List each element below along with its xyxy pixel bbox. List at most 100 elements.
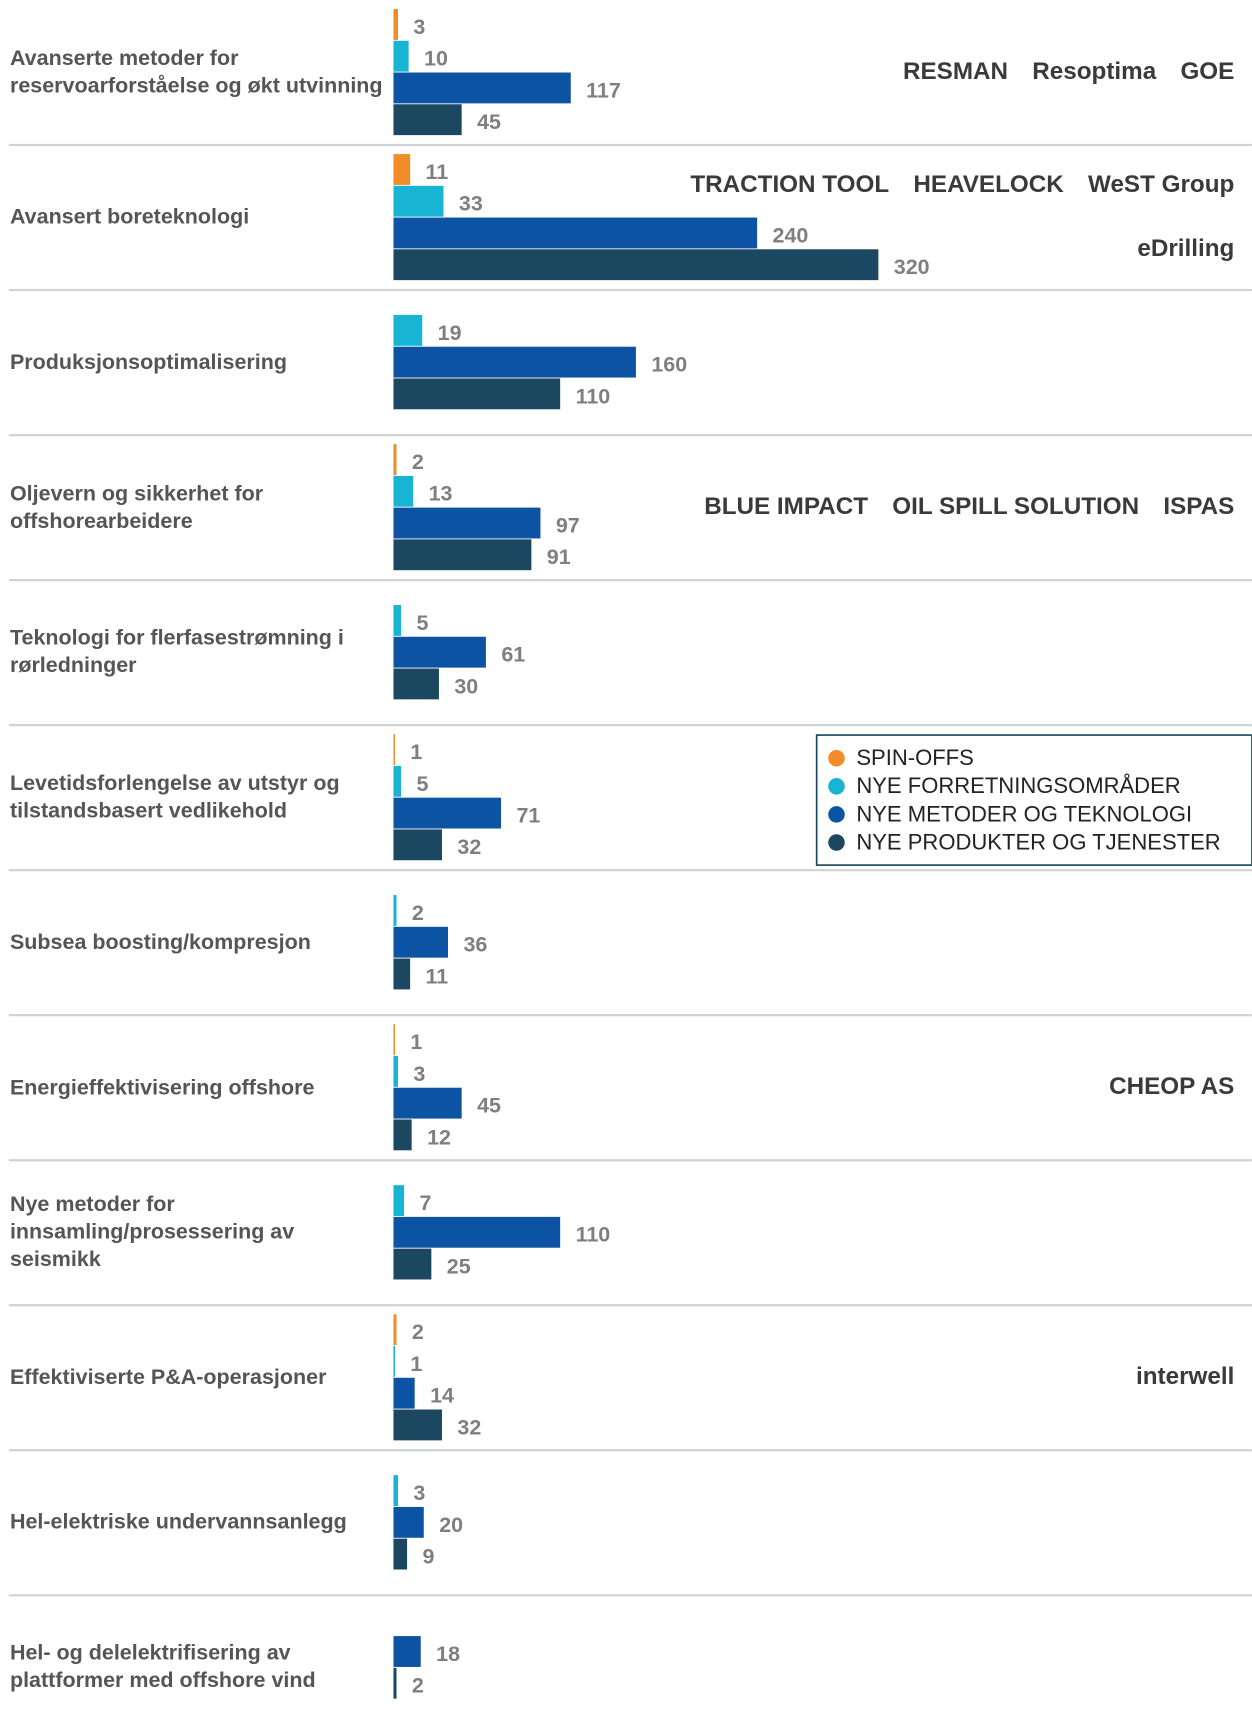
value-label: 20 <box>439 1513 463 1537</box>
category-label-box: Avansert boreteknologi <box>10 162 385 272</box>
value-label: 320 <box>894 255 930 279</box>
legend-label: SPIN-OFFS <box>856 745 974 770</box>
logo-text: Resoptima <box>1032 58 1156 85</box>
bar <box>393 347 635 378</box>
bar <box>393 154 410 185</box>
value-label: 71 <box>516 804 540 828</box>
value-label: 110 <box>576 384 611 408</box>
legend-label: NYE METODER OG TEKNOLOGI <box>856 801 1192 826</box>
value-label: 45 <box>477 110 501 134</box>
bar <box>393 1314 396 1345</box>
chart: Avanserte metoder for reservoarforståels… <box>0 0 1252 1728</box>
value-label: 45 <box>477 1094 501 1118</box>
bar <box>393 1056 398 1087</box>
value-label: 61 <box>501 643 525 667</box>
value-label: 13 <box>429 482 453 506</box>
logo-text: BLUE IMPACT <box>704 493 868 520</box>
category-label: Teknologi for flerfasestrømning i rørled… <box>10 598 385 708</box>
value-label: 117 <box>586 78 621 102</box>
value-label: 9 <box>423 1545 435 1569</box>
bar <box>393 73 570 104</box>
bar <box>393 1217 560 1248</box>
logo-text: TRACTION TOOL <box>690 171 889 198</box>
bar <box>393 734 395 765</box>
category-label: Avansert boreteknologi <box>10 162 385 272</box>
legend-swatch <box>828 778 845 795</box>
category-label-box: Oljevern og sikkerhet for offshorearbeid… <box>10 452 385 562</box>
category-label: Energieffektivisering offshore <box>10 1033 385 1143</box>
category-label: Produksjonsoptimalisering <box>10 307 385 417</box>
logo-text: ISPAS <box>1163 493 1234 520</box>
value-label: 160 <box>651 353 687 377</box>
category-label-box: Teknologi for flerfasestrømning i rørled… <box>10 598 385 708</box>
value-label: 91 <box>547 545 571 569</box>
legend-swatch <box>828 750 845 767</box>
bar <box>393 637 485 668</box>
value-label: 1 <box>410 1030 422 1054</box>
legend-label: NYE FORRETNINGSOMRÅDER <box>856 773 1180 798</box>
bar <box>393 798 501 829</box>
value-label: 12 <box>427 1125 451 1149</box>
category-label-box: Nye metoder for innsamling/prosessering … <box>10 1178 385 1288</box>
bar <box>393 1249 431 1280</box>
value-label: 32 <box>457 835 481 859</box>
category-label: Hel- og delelektrifisering av plattforme… <box>10 1613 385 1723</box>
value-label: 14 <box>430 1384 454 1408</box>
logo-text: OIL SPILL SOLUTION <box>892 493 1139 520</box>
value-label: 2 <box>412 1320 424 1344</box>
category-label-box: Hel- og delelektrifisering av plattforme… <box>10 1613 385 1723</box>
value-label: 11 <box>426 160 449 184</box>
value-label: 240 <box>773 223 809 247</box>
category-label: Avanserte metoder for reservoarforståels… <box>10 17 385 127</box>
category-label: Hel-elektriske undervannsanlegg <box>10 1468 385 1578</box>
bar <box>393 476 413 507</box>
bar <box>393 1119 411 1150</box>
category-label: Nye metoder for innsamling/prosessering … <box>10 1178 385 1288</box>
category-label-box: Hel-elektriske undervannsanlegg <box>10 1468 385 1578</box>
value-label: 33 <box>459 192 483 216</box>
value-label: 3 <box>413 1062 425 1086</box>
bar <box>393 1024 395 1055</box>
value-label: 1 <box>410 740 422 764</box>
bar <box>393 1378 414 1409</box>
bar <box>393 1088 461 1119</box>
bar <box>393 444 396 475</box>
value-label: 32 <box>457 1415 481 1439</box>
category-label-box: Subsea boosting/kompresjon <box>10 888 385 998</box>
logo-text: RESMAN <box>903 58 1008 85</box>
logo-text: eDrilling <box>1137 235 1234 262</box>
bar <box>393 1346 395 1377</box>
legend-label: NYE PRODUKTER OG TJENESTER <box>856 829 1220 854</box>
category-label: Subsea boosting/kompresjon <box>10 888 385 998</box>
logo-text: interwell <box>1136 1363 1234 1390</box>
bar <box>393 186 443 217</box>
value-label: 2 <box>412 901 424 925</box>
value-label: 2 <box>412 1674 424 1698</box>
bar <box>393 766 401 797</box>
value-label: 5 <box>416 772 428 796</box>
bar <box>393 1410 441 1441</box>
value-label: 18 <box>436 1642 460 1666</box>
value-label: 110 <box>576 1223 611 1247</box>
bar <box>393 605 401 636</box>
bar <box>393 249 878 280</box>
category-label-box: Effektiviserte P&A-operasjoner <box>10 1323 385 1433</box>
bar <box>393 1539 407 1570</box>
value-label: 97 <box>556 513 580 537</box>
logo-text: GOE <box>1180 58 1234 85</box>
bar <box>393 668 438 699</box>
value-label: 3 <box>413 1481 425 1505</box>
bar <box>393 315 422 346</box>
bar <box>393 927 448 958</box>
bar <box>393 508 540 539</box>
value-label: 11 <box>426 964 449 988</box>
value-label: 3 <box>413 15 425 39</box>
category-label-box: Produksjonsoptimalisering <box>10 307 385 417</box>
bar <box>393 1185 404 1216</box>
category-label-box: Energieffektivisering offshore <box>10 1033 385 1143</box>
category-label-box: Levetidsforlengelse av utstyr og tilstan… <box>10 743 385 853</box>
bar <box>393 959 410 990</box>
value-label: 7 <box>420 1191 432 1215</box>
bar <box>393 41 408 72</box>
logo-text: CHEOP AS <box>1109 1073 1234 1100</box>
